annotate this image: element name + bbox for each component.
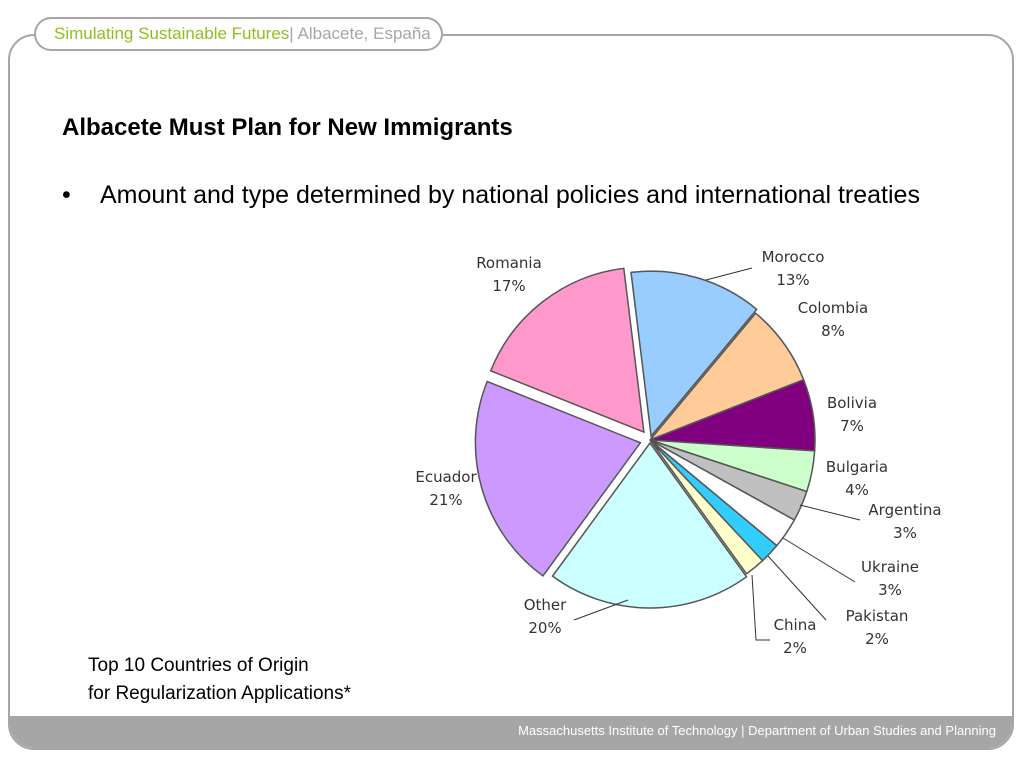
leader-line-morocco — [705, 267, 753, 281]
bullet-text: Amount and type determined by national p… — [100, 181, 920, 209]
leader-line-argentina — [799, 504, 861, 521]
header-title: Simulating Sustainable Futures | Albacet… — [34, 17, 443, 51]
slice-label-argentina: Argentina — [868, 501, 941, 519]
leader-line-other — [573, 599, 629, 621]
slice-percent-romania: 17% — [492, 277, 525, 295]
slice-percent-china: 2% — [783, 639, 807, 657]
header-title-main: Simulating Sustainable Futures — [54, 24, 290, 43]
slice-label-other: Other — [524, 596, 567, 614]
slice-label-pakistan: Pakistan — [846, 607, 909, 625]
slice-label-bulgaria: Bulgaria — [826, 458, 888, 476]
slice-percent-ecuador: 21% — [429, 491, 462, 509]
slice-percent-bolivia: 7% — [840, 417, 864, 435]
header-title-location: | Albacete, España — [289, 24, 431, 43]
slice-percent-colombia: 8% — [821, 322, 845, 340]
slice-label-ukraine: Ukraine — [861, 558, 919, 576]
slice-percent-pakistan: 2% — [865, 630, 889, 648]
slice-percent-other: 20% — [528, 619, 561, 637]
slice-label-bolivia: Bolivia — [827, 394, 877, 412]
bullet-marker: • — [62, 181, 71, 209]
slice-percent-bulgaria: 4% — [845, 481, 869, 499]
leader-line-china — [751, 574, 770, 641]
slice-percent-argentina: 3% — [893, 524, 917, 542]
chart-caption: Top 10 Countries of Origin for Regulariz… — [88, 652, 351, 708]
leader-line-ukraine — [782, 537, 856, 583]
slice-label-china: China — [774, 616, 817, 634]
pie-slice-other — [551, 441, 748, 609]
slice-label-morocco: Morocco — [762, 248, 825, 266]
slice-label-colombia: Colombia — [798, 299, 869, 317]
chart-caption-line-2: for Regularization Applications* — [88, 683, 351, 704]
leader-line-pakistan — [767, 555, 827, 621]
pie-slice-ecuador — [474, 380, 642, 577]
footer-bar: Massachusetts Institute of Technology | … — [10, 716, 1012, 748]
slice-percent-ukraine: 3% — [878, 581, 902, 599]
pie-slice-morocco — [630, 270, 758, 438]
slide-title: Albacete Must Plan for New Immigrants — [62, 114, 513, 141]
footer-text: Massachusetts Institute of Technology | … — [518, 723, 996, 738]
bullet-point: • Amount and type determined by national… — [62, 178, 962, 212]
slice-label-romania: Romania — [476, 254, 542, 272]
pie-slice-romania — [489, 267, 645, 434]
slice-percent-morocco: 13% — [776, 271, 809, 289]
chart-caption-line-1: Top 10 Countries of Origin — [88, 655, 309, 676]
pie-slice-china — [649, 439, 764, 575]
slice-label-ecuador: Ecuador — [415, 468, 477, 486]
